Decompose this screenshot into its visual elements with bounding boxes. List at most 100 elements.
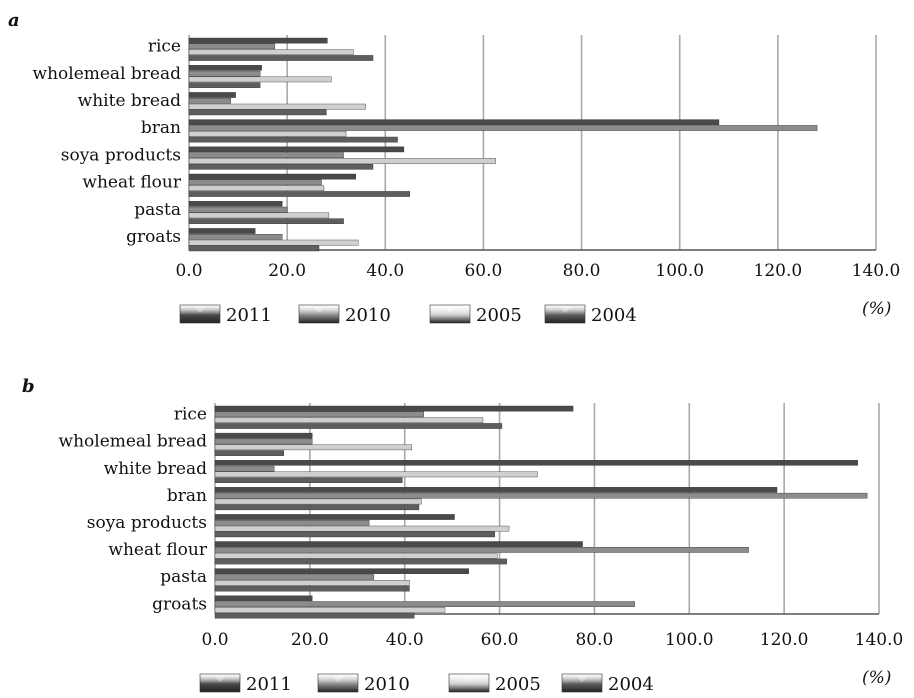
x-tick-label: 80.0 [563,261,601,281]
bar [188,245,320,252]
category-label: wholemeal bread [33,64,182,84]
bar [188,130,347,137]
legend-swatch-bevel [332,676,344,682]
bar [214,444,413,451]
x-tick-label: 40.0 [366,261,404,281]
x-tick-label: 100.0 [655,261,704,281]
legend-swatch [317,673,359,693]
bar [214,552,498,559]
legend-label: 2011 [226,305,272,326]
bar [188,191,411,197]
bar [214,465,275,472]
legend-swatch [561,673,603,693]
category-label: white bread [78,91,181,111]
bar [214,514,455,520]
bar [188,152,344,159]
bar [188,92,236,98]
legend-swatch-bevel [313,307,325,313]
bar [188,119,720,125]
category-label: soya products [87,513,207,533]
bar-chart-a: 0.0 20.0 40.0 60.0 80.0 100.0 120.0 140.0 rice wh… [33,35,901,326]
category-label: groats [126,227,181,247]
bar [188,185,325,192]
category-label: groats [152,594,207,614]
x-tick-label: 100.0 [665,630,714,650]
x-tick-label: 80.0 [575,630,613,650]
bar [214,568,469,575]
x-tick-label: 120.0 [760,630,809,650]
bar [188,239,359,246]
bar [188,64,262,71]
bar [214,541,583,547]
legend-label: 2004 [591,305,637,326]
category-label: soya products [61,145,181,165]
bar [188,200,283,207]
x-tick-label: 60.0 [481,630,519,650]
legend-label: 2010 [345,305,391,326]
bar [214,525,510,532]
legend-label: 2010 [364,674,410,695]
bar [214,558,507,565]
bar [214,498,422,505]
bar [188,146,405,153]
bar [188,158,496,164]
category-label: bran [167,486,207,506]
legend-label: 2004 [608,674,654,695]
legend-swatch-bevel [194,307,206,313]
bar [214,607,446,613]
bar [214,585,410,592]
bar [214,487,778,493]
bar [214,492,868,499]
bar [188,179,322,186]
category-label: white bread [104,459,207,479]
legend-swatch-bevel [444,307,456,313]
bar-chart-b: 0.0 20.0 40.0 60.0 80.0 100.0 120.0 140.0 rice wh… [59,403,904,695]
bar [188,218,344,225]
x-tick-label: 140.0 [855,630,904,650]
bar [214,432,313,439]
x-tick-label: 60.0 [464,261,502,281]
bar [214,519,370,526]
bar [214,417,484,423]
bar [188,125,818,131]
x-tick-label: 40.0 [386,630,424,650]
legend-label: 2005 [476,305,522,326]
bar [188,163,374,170]
bar [214,411,424,418]
bar [214,601,635,607]
unit-label: (%) [862,299,891,319]
bar [188,109,327,116]
bar [188,76,332,83]
category-label: pasta [160,567,207,587]
bar [188,55,374,61]
bar [214,405,574,412]
bar [188,82,261,88]
legend-label: 2005 [495,674,541,695]
legend-swatch-bevel [214,676,226,682]
bar [188,49,354,55]
bar [214,459,858,466]
x-tick-label: 20.0 [291,630,329,650]
legend-swatch [544,304,586,324]
x-tick-label: 20.0 [268,261,306,281]
bar [188,206,288,213]
x-tick-label: 140.0 [852,261,901,281]
x-tick-label: 0.0 [201,630,228,650]
bar [188,43,276,50]
bar [188,228,256,234]
bar [188,97,231,104]
category-label: pasta [134,200,181,220]
category-label: wheat flour [108,540,207,560]
unit-label: (%) [862,668,891,688]
bar [188,212,330,219]
bar [188,233,283,240]
bar [214,438,313,445]
category-label: rice [174,405,207,425]
bar [214,471,538,478]
bar [214,574,375,580]
bar [188,173,357,180]
bar [214,504,420,511]
bar [214,579,410,586]
bar [214,477,403,483]
bar [188,103,366,110]
